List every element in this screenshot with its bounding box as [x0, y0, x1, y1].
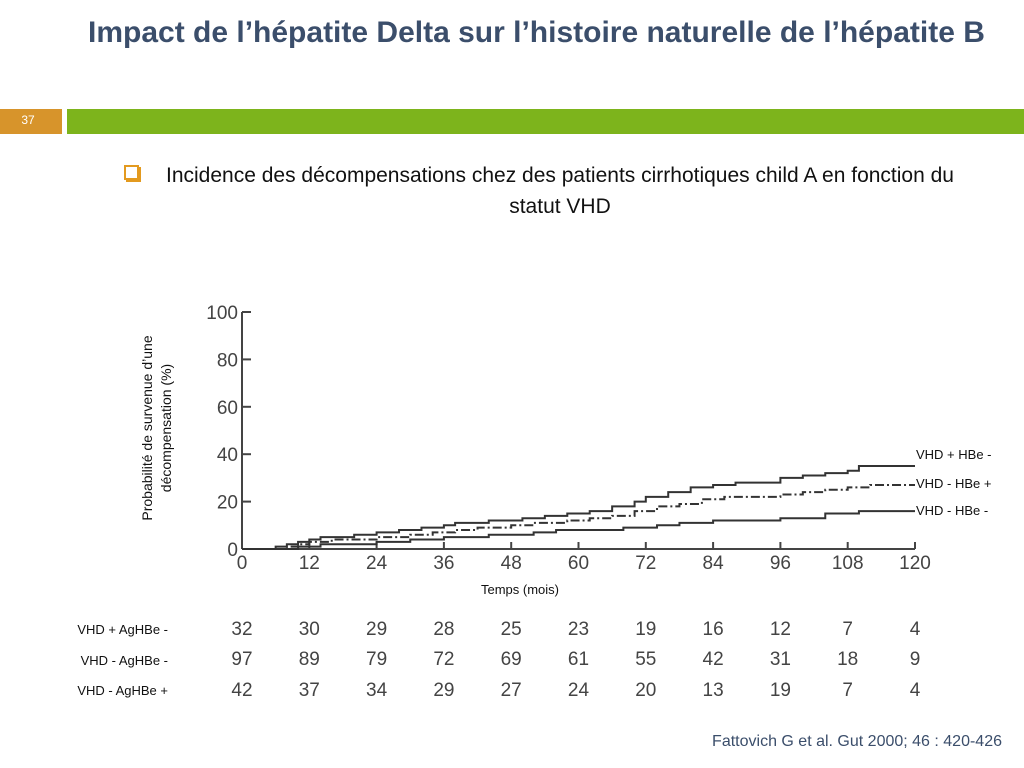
square-bullet-icon: [124, 165, 139, 180]
risk-table-cell: 30: [298, 619, 320, 640]
risk-table-cell: 61: [567, 649, 590, 670]
series-line-2: [242, 510, 915, 550]
x-tick-label: 60: [568, 553, 589, 574]
x-tick-label: 96: [770, 553, 791, 574]
x-tick-label: 72: [635, 553, 656, 574]
series-label: VHD - HBe -: [916, 503, 988, 518]
risk-table-cell: 31: [769, 649, 791, 670]
y-tick-label: 60: [217, 398, 238, 419]
y-tick-label: 100: [206, 303, 238, 324]
x-tick-label: 24: [366, 553, 388, 574]
risk-table-cell: 25: [500, 619, 522, 640]
risk-table-cell: 16: [702, 619, 724, 640]
risk-table-cell: 18: [837, 649, 859, 670]
y-axis-label: Probabilité de survenue d’une décompensa…: [139, 335, 174, 521]
risk-table-cell: 29: [366, 619, 388, 640]
risk-table-cell: 89: [298, 649, 320, 670]
x-tick-label: 12: [299, 553, 320, 574]
slide-title: Impact de l’hépatite Delta sur l’histoir…: [88, 16, 985, 49]
x-tick-label: 120: [899, 553, 931, 574]
x-tick-label: 108: [832, 553, 864, 574]
risk-table-cell: 72: [433, 649, 455, 670]
risk-table-cell: 42: [231, 680, 253, 701]
series-label: VHD + HBe -: [916, 447, 992, 462]
risk-table-cell: 27: [500, 680, 522, 701]
risk-table-cell: 37: [298, 680, 320, 701]
y-tick-label: 80: [217, 350, 238, 371]
risk-table-cell: 29: [433, 680, 455, 701]
chart-subtitle: Incidence des décompensations chez des p…: [165, 164, 954, 218]
risk-table-cell: 7: [842, 619, 853, 640]
series-line-1: [242, 484, 915, 550]
risk-table-cell: 20: [635, 680, 657, 701]
slide-number-bar: [0, 109, 62, 134]
risk-table-cell: 69: [500, 649, 522, 670]
x-tick-label: 36: [433, 553, 454, 574]
x-tick-label: 0: [237, 553, 248, 574]
y-tick-label: 40: [217, 445, 238, 466]
risk-table-cell: 55: [635, 649, 657, 670]
reference-citation: Fattovich G et al. Gut 2000; 46 : 420-42…: [712, 733, 1002, 750]
risk-row-label: VHD + AgHBe -: [77, 622, 168, 637]
series-line-0: [242, 465, 915, 550]
x-axis-label: Temps (mois): [480, 582, 559, 597]
y-tick-label: 0: [227, 540, 238, 561]
header-accent-bar: [67, 109, 1024, 134]
risk-table-cell: 4: [909, 680, 921, 701]
risk-table-cell: 19: [635, 619, 657, 640]
risk-table-cell: 97: [231, 649, 253, 670]
risk-table-cell: 4: [909, 619, 921, 640]
risk-table-cell: 42: [702, 649, 724, 670]
risk-table-cell: 9: [909, 649, 921, 670]
risk-table-cell: 34: [366, 680, 388, 701]
risk-table-cell: 13: [702, 680, 724, 701]
risk-table-cell: 79: [366, 649, 388, 670]
x-tick-label: 48: [501, 553, 522, 574]
risk-table-cell: 32: [231, 619, 253, 640]
risk-table-cell: 24: [567, 680, 590, 701]
x-tick-label: 84: [703, 553, 725, 574]
risk-table-cell: 7: [842, 680, 853, 701]
risk-row-label: VHD - AgHBe +: [77, 683, 168, 698]
risk-table-cell: 23: [567, 619, 590, 640]
risk-table-cell: 19: [769, 680, 791, 701]
series-label: VHD - HBe +: [916, 476, 992, 491]
risk-row-label: VHD - AgHBe -: [80, 653, 168, 668]
slide-number: 37: [21, 113, 35, 127]
risk-table-cell: 28: [433, 619, 455, 640]
risk-table-cell: 12: [769, 619, 791, 640]
y-tick-label: 20: [217, 493, 238, 514]
